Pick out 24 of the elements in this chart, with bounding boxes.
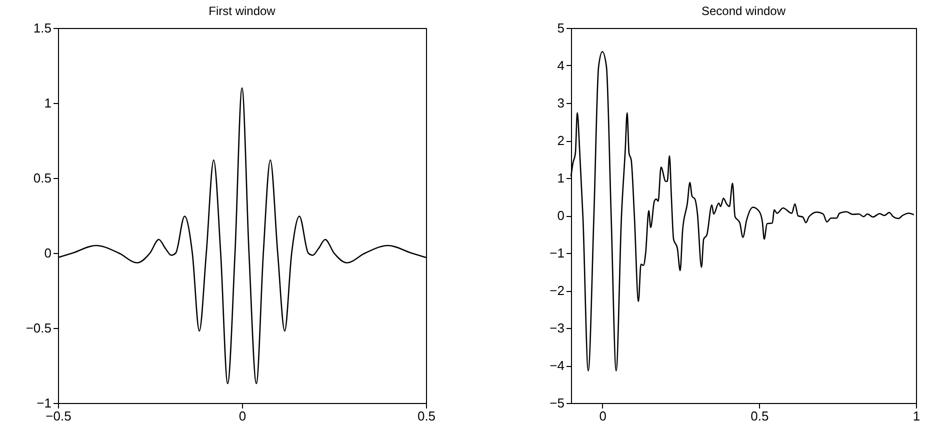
y-tick-label: −3 (550, 320, 564, 336)
y-tick-label: −4 (550, 358, 564, 373)
y-tick-label: 0.5 (33, 170, 52, 186)
chart-title: First window (208, 4, 276, 18)
x-tick-label: 0.5 (750, 408, 769, 424)
x-tick-label: 1 (912, 408, 920, 424)
y-tick-label: 1 (44, 96, 52, 110)
y-tick-label: 5 (557, 20, 564, 36)
y-tick-label: −0.5 (26, 320, 52, 336)
x-tick-label: 0 (238, 408, 246, 424)
y-tick-label: −2 (550, 283, 564, 298)
y-tick-label: 0 (557, 208, 564, 223)
y-tick-label: 0 (44, 246, 52, 260)
y-tick-label: −1 (550, 246, 564, 260)
y-tick-label: −5 (550, 396, 564, 410)
x-tick-label: 0.5 (417, 408, 436, 424)
y-tick-label: 1.5 (33, 20, 52, 36)
chart-title: Second window (701, 4, 786, 18)
y-tick-label: −1 (36, 396, 52, 410)
y-tick-label: 4 (557, 58, 564, 73)
y-tick-label: 2 (557, 133, 564, 148)
y-tick-label: 3 (557, 96, 564, 110)
x-tick-label: 0 (599, 408, 606, 424)
y-tick-label: 1 (557, 170, 564, 186)
